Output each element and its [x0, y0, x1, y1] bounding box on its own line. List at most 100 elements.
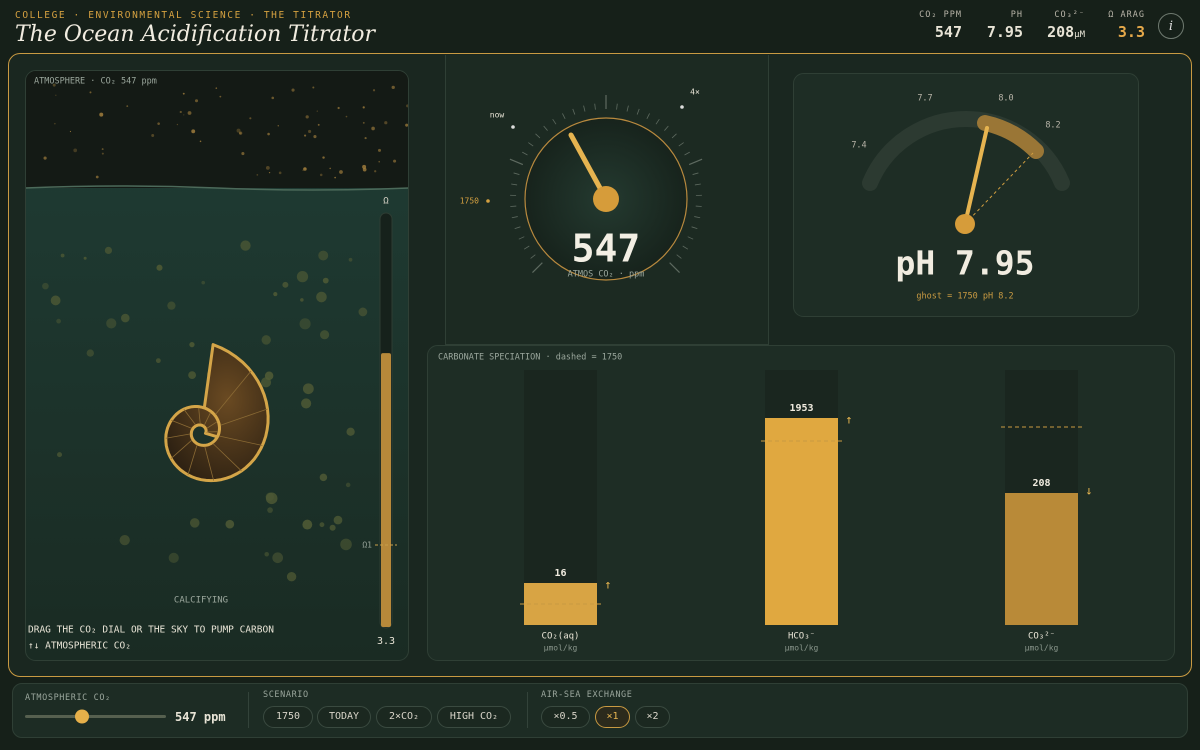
dial-tick — [669, 262, 680, 273]
sky-particle — [304, 134, 307, 137]
dial-tick — [552, 118, 557, 125]
species-unit: μmol/kg — [544, 644, 578, 653]
species-name: CO₂(aq) — [542, 632, 580, 642]
scenario-button[interactable]: TODAY — [317, 706, 371, 728]
dial-tick — [518, 236, 525, 240]
shell-rib — [219, 408, 268, 427]
sky-particle — [377, 148, 381, 152]
ghost-needle — [964, 152, 1034, 225]
ph-tick-label: 7.4 — [851, 141, 866, 151]
dial-tick — [678, 142, 684, 147]
dial-tick — [671, 133, 677, 139]
sky-particle — [215, 87, 218, 89]
ph-ghost: ghost = 1750 pH 8.2 — [916, 292, 1013, 302]
exchange-button[interactable]: ×0.5 — [541, 706, 590, 728]
sea-surface — [25, 185, 409, 191]
instruction: DRAG THE CO₂ DIAL OR THE SKY TO PUMP CAR… — [28, 625, 274, 636]
stat-unit: μM — [1074, 30, 1085, 40]
bubble — [329, 524, 336, 531]
dial-tick — [694, 216, 701, 219]
sky-particle — [391, 85, 395, 90]
dial-tick — [676, 254, 682, 259]
species-trend: ↑ — [845, 413, 852, 427]
sky-particle — [308, 129, 312, 134]
bubble — [42, 282, 49, 290]
shell-rib — [203, 411, 212, 427]
dial-dot — [486, 199, 490, 203]
ph-value: pH 7.95 — [895, 244, 1034, 283]
dial-tick — [528, 142, 534, 147]
bubble — [188, 371, 197, 380]
co2-slider[interactable] — [24, 708, 169, 726]
sky-particle — [69, 130, 72, 133]
bubble — [264, 371, 274, 381]
sky-particle — [337, 106, 340, 110]
dial-tick — [684, 151, 690, 156]
bubble — [189, 518, 200, 528]
control-label: SCENARIO — [263, 690, 309, 700]
scenario-button[interactable]: HIGH CO₂ — [437, 706, 511, 728]
dial-tick — [523, 245, 530, 250]
sky-particle — [302, 169, 304, 171]
sky-particle — [364, 136, 367, 140]
sky-particle — [236, 128, 241, 133]
stat: PH 7.95 — [975, 10, 1023, 41]
sky-particle — [179, 110, 182, 114]
shell-rib — [183, 408, 197, 426]
omega-threshold-label: Ω1 — [362, 541, 372, 550]
bubble — [83, 256, 87, 260]
shell-rib — [214, 370, 252, 416]
stat: CO₃²⁻ 208μM — [1035, 10, 1085, 41]
dial-tick — [511, 183, 518, 186]
page-title: The Ocean Acidification Titrator — [15, 22, 376, 47]
shell-status: CALCIFYING — [174, 596, 228, 606]
bubble — [358, 307, 368, 317]
sky-particle — [317, 123, 320, 126]
sky-particle — [312, 86, 315, 89]
panel-border — [25, 70, 409, 661]
sky-particle — [157, 122, 160, 125]
ph-tick-label: 8.0 — [998, 94, 1013, 104]
shell-rib — [165, 433, 192, 439]
dial-caption: ATMOS CO₂ · ppm — [568, 270, 645, 280]
scenario-button[interactable]: 1750 — [263, 706, 313, 728]
ocean-panel[interactable]: ATMOSPHERE · CO₂ 547 ppm Ω Ω1 3.3 CALCIF… — [25, 70, 409, 661]
stat-value: 3.3 — [1117, 23, 1145, 41]
slider-knob[interactable] — [75, 709, 89, 724]
dial-tick — [535, 133, 541, 139]
dial-tick — [687, 236, 694, 240]
bubble — [167, 301, 176, 310]
divider — [248, 692, 249, 728]
species-name: CO₃²⁻ — [1028, 632, 1055, 642]
dial-value: 547 — [572, 227, 641, 271]
bubble — [316, 291, 327, 303]
sky-particle — [319, 173, 323, 177]
sky-particle — [305, 115, 309, 119]
column-track — [524, 370, 597, 625]
sky-particle — [249, 117, 252, 120]
stat-label: CO₂ PPM — [919, 10, 962, 20]
dial-tick — [688, 158, 703, 166]
exchange-button[interactable]: ×1 — [595, 706, 630, 728]
info-button[interactable]: i — [1158, 13, 1184, 39]
species-value: 16 — [554, 568, 566, 579]
sky[interactable] — [25, 70, 409, 188]
dial-tick — [682, 245, 689, 250]
ph-hub — [955, 214, 975, 234]
species-unit: μmol/kg — [1025, 644, 1059, 653]
panel-bg — [793, 73, 1139, 317]
dial-dot — [511, 125, 515, 129]
sky-particle — [291, 88, 295, 92]
bubble — [265, 492, 274, 501]
sky-particle — [101, 148, 104, 151]
bubble — [86, 349, 94, 357]
shell-spiral — [190, 405, 221, 447]
dial-tick — [694, 183, 701, 186]
bubble — [318, 250, 329, 261]
scenario-button[interactable]: 2×CO₂ — [376, 706, 432, 728]
dial-hub — [593, 186, 619, 212]
bubble — [273, 292, 278, 297]
sky-particle — [362, 164, 367, 169]
exchange-button[interactable]: ×2 — [635, 706, 670, 728]
